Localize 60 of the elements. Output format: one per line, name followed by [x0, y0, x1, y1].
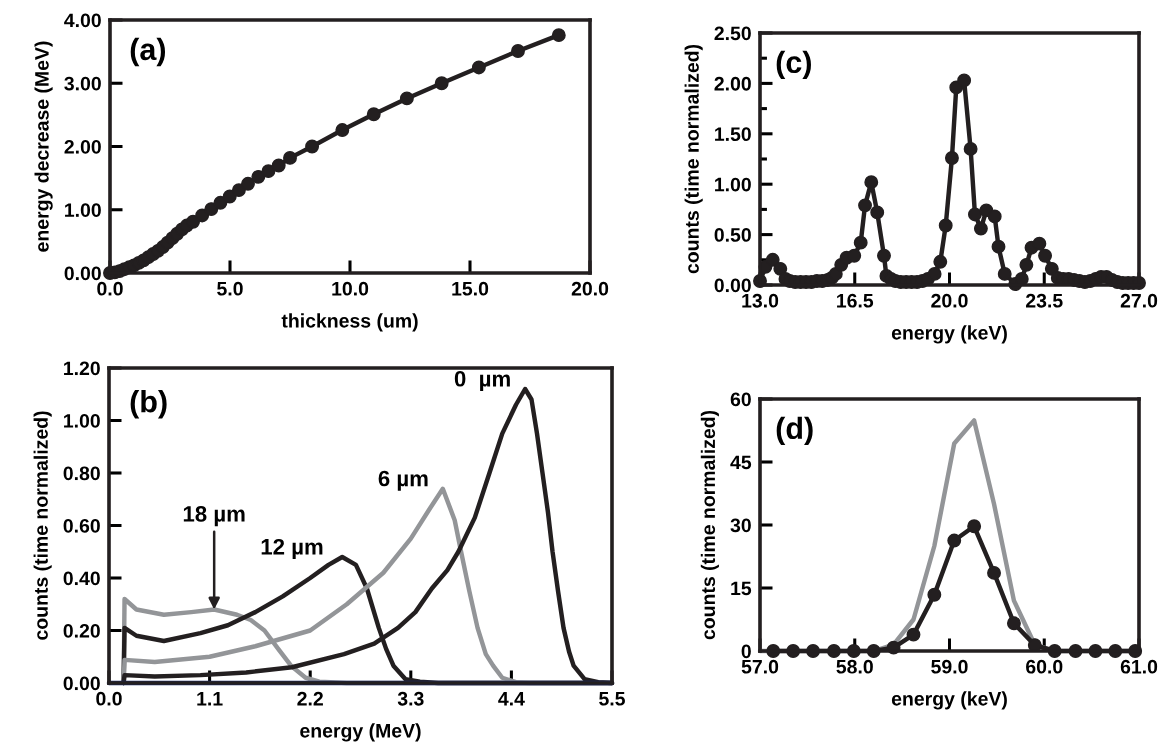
x-tick-label: 10.0: [332, 281, 369, 296]
y-tick-label: 1.50: [715, 127, 751, 142]
x-tick-label: 58.0: [836, 659, 873, 674]
x-axis-title: energy (keV): [891, 325, 1007, 344]
annotation: 12 µm: [261, 538, 323, 560]
y-tick-label: 0.80: [63, 466, 100, 481]
x-tick-label: 27.0: [1120, 293, 1158, 308]
annotation: (a): [130, 37, 166, 67]
y-tick-label: 15: [731, 581, 752, 596]
y-tick-label: 0.00: [714, 278, 751, 293]
y-tick-label: 1.20: [64, 361, 100, 376]
y-tick-label: 0.00: [63, 676, 100, 691]
y-tick-label: 30: [730, 518, 751, 533]
y-axis-title: counts (time normalized): [700, 410, 719, 640]
x-tick-label: 20.0: [571, 281, 609, 296]
x-tick-label: 13.0: [742, 293, 779, 308]
annotation: 18 µm: [183, 506, 245, 527]
y-axis-title: energy decrease (MeV): [34, 41, 53, 252]
y-tick-label: 1.00: [715, 177, 751, 192]
x-tick-label: 5.5: [599, 692, 625, 706]
y-tick-label: 2.00: [714, 76, 751, 91]
y-tick-label: 0.40: [63, 571, 100, 586]
x-tick-label: 5.0: [217, 281, 243, 296]
y-tick-label: 45: [730, 455, 752, 470]
y-tick-label: 0.50: [714, 228, 751, 242]
x-tick-label: 2.2: [297, 691, 323, 706]
x-tick-label: 16.5: [837, 293, 874, 308]
y-tick-label: 2.50: [714, 26, 751, 41]
x-axis-title: energy (keV): [891, 691, 1007, 710]
x-tick-label: 60.0: [1026, 659, 1063, 674]
x-tick-label: 4.4: [498, 692, 525, 706]
x-axis-title: energy (MeV): [300, 723, 421, 742]
y-tick-label: 0: [741, 644, 751, 659]
y-tick-label: 0.60: [63, 518, 100, 533]
x-tick-label: 0.0: [96, 691, 122, 706]
y-tick-label: 2.00: [64, 139, 101, 154]
y-tick-label: 60: [730, 392, 751, 407]
x-axis-title: thickness (um): [281, 313, 418, 332]
y-axis-title: counts (time normalized): [684, 44, 703, 274]
y-tick-label: 4.00: [64, 13, 101, 28]
y-tick-label: 1.00: [65, 203, 101, 217]
x-tick-label: 15.0: [452, 281, 489, 296]
y-tick-label: 0.00: [64, 266, 101, 281]
x-tick-label: 59.0: [931, 659, 968, 674]
annotation: (b): [130, 390, 167, 419]
x-tick-label: 0.0: [97, 281, 123, 296]
y-tick-label: 3.00: [64, 76, 101, 91]
x-tick-label: 3.3: [397, 691, 424, 706]
annotation: (d): [776, 416, 813, 446]
x-tick-label: 23.5: [1026, 293, 1063, 308]
x-tick-label: 61.0: [1120, 659, 1158, 674]
x-tick-label: 57.0: [741, 659, 779, 674]
y-tick-label: 1.00: [64, 413, 100, 428]
annotation: (c): [776, 50, 811, 80]
annotation: 0 µm: [454, 370, 510, 392]
x-tick-label: 1.1: [197, 692, 223, 706]
x-tick-label: 20.0: [931, 293, 968, 308]
annotation: 6 µm: [378, 470, 428, 491]
y-axis-title: counts (time normalized): [33, 411, 52, 640]
y-tick-label: 0.20: [63, 623, 100, 638]
